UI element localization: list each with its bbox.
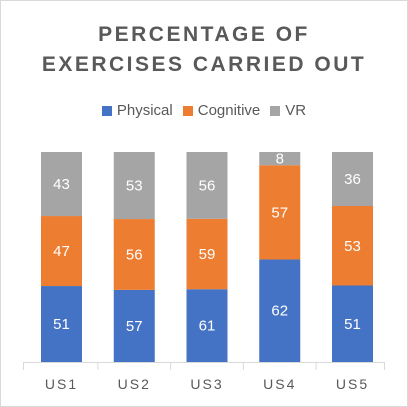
x-tick-label-us5: US5 xyxy=(336,376,369,392)
bar-cognitive-us3 xyxy=(186,218,228,290)
bar-cognitive-us2 xyxy=(113,219,155,290)
bar-vr-us2 xyxy=(113,152,155,220)
data-label-vr-us5: 36 xyxy=(344,171,361,188)
bar-cognitive-us1 xyxy=(41,216,82,287)
bar-physical-us3 xyxy=(186,289,228,362)
bar-vr-us1 xyxy=(41,152,82,217)
data-label-physical-us4: 62 xyxy=(271,303,288,320)
legend-item-vr: VR xyxy=(270,102,306,119)
data-label-cognitive-us1: 47 xyxy=(53,243,70,260)
data-label-vr-us1: 43 xyxy=(53,176,70,193)
data-label-vr-us2: 53 xyxy=(126,178,143,195)
chart-title-line-2: EXERCISES CARRIED OUT xyxy=(41,53,367,76)
legend-label-vr: VR xyxy=(285,102,307,119)
data-label-physical-us2: 57 xyxy=(126,318,143,335)
bar-vr-us5 xyxy=(332,152,373,206)
bar-vr-us3 xyxy=(186,152,228,219)
legend-swatch-physical xyxy=(101,105,112,116)
bar-physical-us2 xyxy=(113,289,155,362)
data-label-cognitive-us4: 57 xyxy=(271,204,288,221)
data-label-cognitive-us5: 53 xyxy=(344,238,361,255)
data-label-vr-us3: 56 xyxy=(199,177,216,194)
x-tick-label-us2: US2 xyxy=(118,376,151,392)
legend-item-physical: Physical xyxy=(101,102,173,119)
data-label-cognitive-us2: 56 xyxy=(126,246,143,263)
legend: Physical Cognitive VR xyxy=(1,102,407,119)
legend-label-cognitive: Cognitive xyxy=(197,102,261,119)
bar-physical-us1 xyxy=(41,286,82,362)
bar-cognitive-us4 xyxy=(259,165,301,260)
legend-swatch-cognitive xyxy=(182,105,193,116)
bar-vr-us4 xyxy=(259,152,301,166)
bar-physical-us5 xyxy=(332,285,373,362)
data-label-physical-us3: 61 xyxy=(199,318,216,335)
x-tick-label-us4: US4 xyxy=(263,376,296,392)
bar-physical-us4 xyxy=(259,259,301,362)
chart-title-line-1: PERCENTAGE OF xyxy=(98,23,310,46)
legend-item-cognitive: Cognitive xyxy=(182,102,261,119)
data-label-cognitive-us3: 59 xyxy=(199,246,216,263)
x-tick-label-us1: US1 xyxy=(45,376,78,392)
data-label-physical-us1: 51 xyxy=(53,316,70,333)
data-label-vr-us4: 8 xyxy=(276,151,284,168)
x-tick-label-us3: US3 xyxy=(190,376,223,392)
data-label-physical-us5: 51 xyxy=(344,316,361,333)
legend-swatch-vr xyxy=(270,105,281,116)
bar-cognitive-us5 xyxy=(332,206,373,286)
legend-label-physical: Physical xyxy=(116,102,173,119)
